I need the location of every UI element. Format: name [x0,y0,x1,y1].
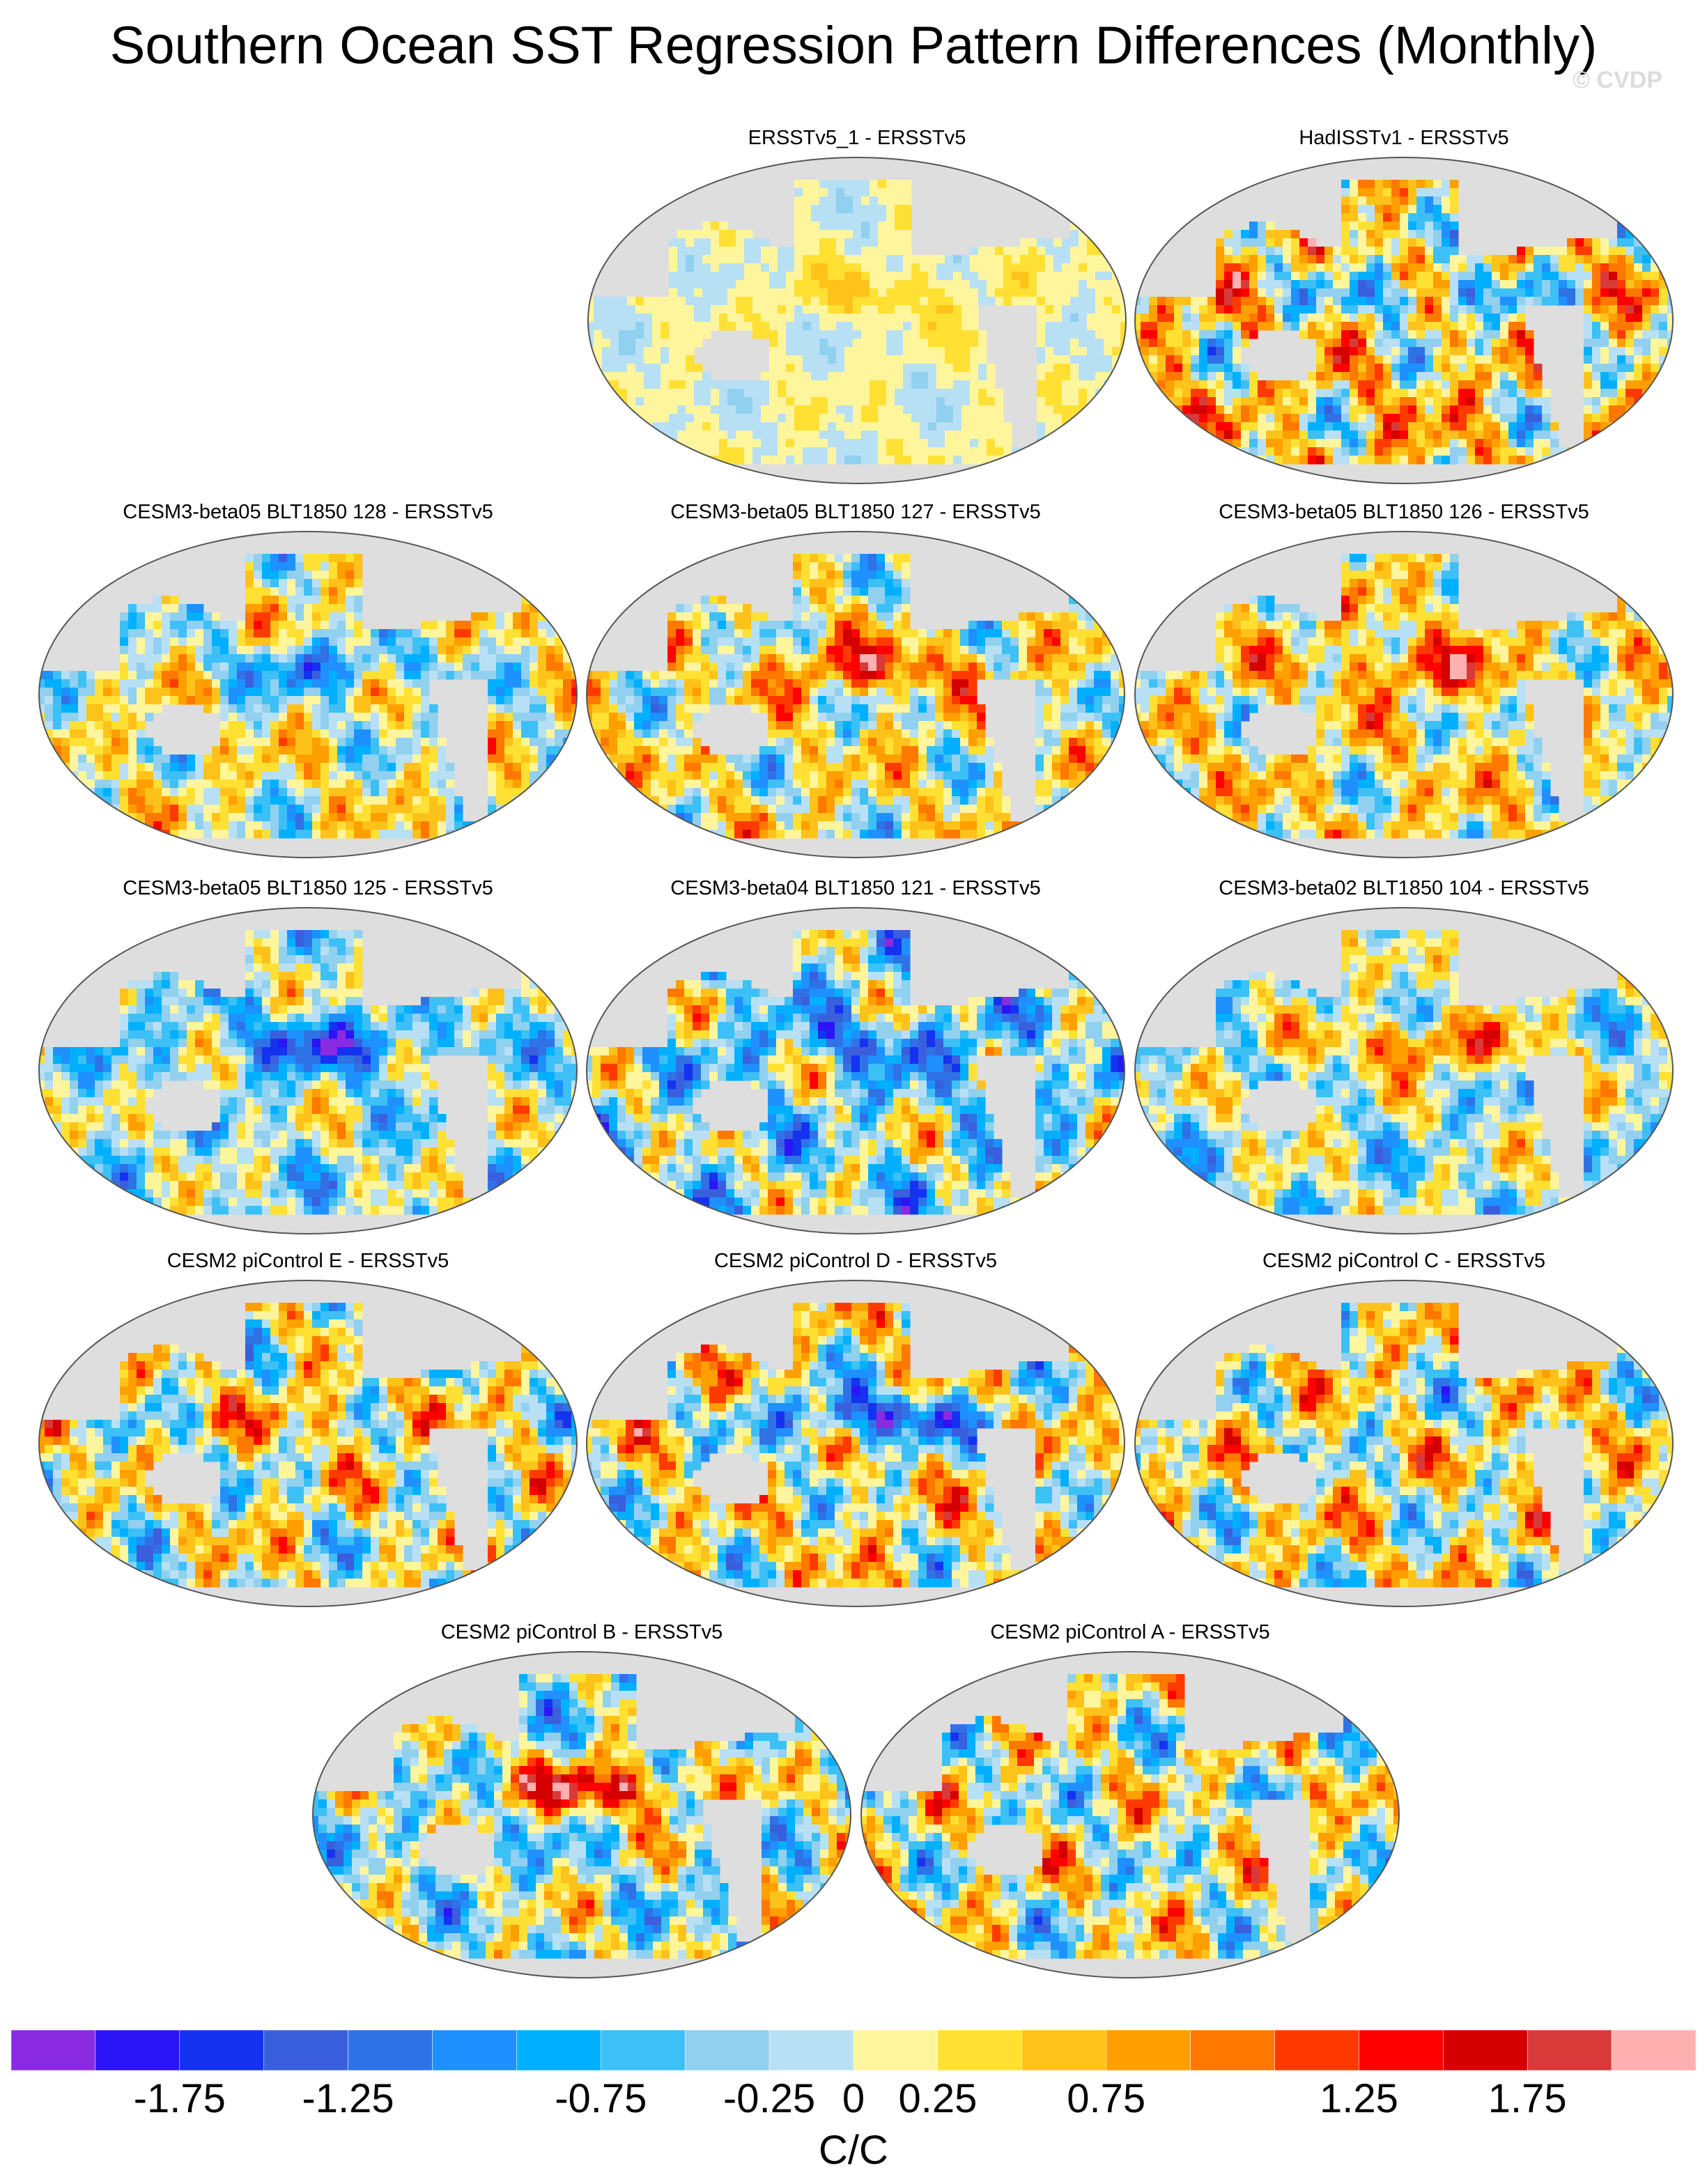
sst-difference-map [38,907,578,1234]
panel-title: CESM3-beta04 BLT1850 121 - ERSSTv5 [584,874,1127,902]
sst-difference-map [312,1651,851,1978]
map-outline [586,1280,1125,1607]
panel-title: CESM2 piControl E - ERSSTv5 [36,1247,580,1275]
colorbar-box [1106,2030,1191,2070]
sst-difference-map [587,157,1127,484]
sst-difference-map [586,1280,1125,1607]
figure-title: Southern Ocean SST Regression Pattern Di… [0,13,1707,79]
colorbar-tick-label: -1.25 [302,2075,394,2123]
panel-title: CESM3-beta05 BLT1850 128 - ERSSTv5 [36,498,580,526]
colorbar-tick-label: -1.75 [134,2075,226,2123]
colorbar-tick-label: 1.25 [1320,2075,1398,2123]
sst-difference-map [1134,531,1674,858]
colorbar-box [179,2030,264,2070]
colorbar-tick-label: 0.25 [898,2075,977,2123]
map-outline [586,531,1125,858]
colorbar-box [95,2030,180,2070]
colorbar-tick-label: 0 [842,2075,865,2123]
panel-title: CESM3-beta05 BLT1850 126 - ERSSTv5 [1132,498,1676,526]
sst-difference-map [860,1651,1400,1978]
map-outline [860,1651,1400,1978]
sst-difference-map [38,1280,578,1607]
map-panel: CESM3-beta05 BLT1850 127 - ERSSTv5 [584,498,1127,860]
map-outline [1134,531,1674,858]
map-panel: CESM3-beta05 BLT1850 125 - ERSSTv5 [36,874,580,1237]
colorbar-box [1443,2030,1528,2070]
map-outline [38,531,578,858]
panel-title: CESM3-beta05 BLT1850 127 - ERSSTv5 [584,498,1127,526]
colorbar-box [432,2030,517,2070]
sst-difference-map [1134,157,1674,484]
map-outline [312,1651,851,1978]
map-panel: ERSSTv5_1 - ERSSTv5 [585,124,1129,486]
colorbar-box [768,2030,854,2070]
map-outline [38,1280,578,1607]
colorbar [11,2030,1696,2070]
colorbar-box [601,2030,686,2070]
colorbar-box [1359,2030,1444,2070]
map-outline [1134,157,1674,484]
map-outline [586,907,1125,1234]
colorbar-box [516,2030,601,2070]
cvdp-watermark: © CVDP [1573,67,1662,94]
panel-title: HadISSTv1 - ERSSTv5 [1132,124,1676,152]
panel-title: CESM2 piControl B - ERSSTv5 [310,1618,854,1646]
panel-title: CESM2 piControl C - ERSSTv5 [1132,1247,1676,1275]
colorbar-units: C/C [0,2126,1707,2175]
colorbar-box [1611,2030,1696,2070]
map-panel: CESM3-beta04 BLT1850 121 - ERSSTv5 [584,874,1127,1237]
colorbar-box [937,2030,1023,2070]
map-panel: CESM2 piControl A - ERSSTv5 [858,1618,1402,1981]
colorbar-labels: -1.75 -1.25 -0.75 -0.25 0 0.25 0.75 1.25 1.75 [0,2075,1707,2123]
colorbar-tick-label: -0.75 [555,2075,647,2123]
sst-difference-map [38,531,578,858]
colorbar-tick-label: -0.25 [723,2075,815,2123]
panel-title: CESM3-beta05 BLT1850 125 - ERSSTv5 [36,874,580,902]
map-panel: CESM3-beta02 BLT1850 104 - ERSSTv5 [1132,874,1676,1237]
map-outline [1134,907,1674,1234]
colorbar-box [1274,2030,1359,2070]
map-outline [1134,1280,1674,1607]
panel-title: CESM3-beta02 BLT1850 104 - ERSSTv5 [1132,874,1676,902]
colorbar-box [1527,2030,1612,2070]
sst-difference-map [586,907,1125,1234]
colorbar-box [853,2030,939,2070]
map-panel: CESM2 piControl D - ERSSTv5 [584,1247,1127,1609]
map-panel: CESM2 piControl C - ERSSTv5 [1132,1247,1676,1609]
colorbar-tick-label: 0.75 [1067,2075,1145,2123]
map-panel: CESM3-beta05 BLT1850 128 - ERSSTv5 [36,498,580,860]
map-panel: CESM3-beta05 BLT1850 126 - ERSSTv5 [1132,498,1676,860]
sst-difference-map [1134,1280,1674,1607]
colorbar-box [348,2030,433,2070]
colorbar-box [263,2030,348,2070]
colorbar-box [1190,2030,1275,2070]
colorbar-tick-label: 1.75 [1488,2075,1567,2123]
sst-difference-map [1134,907,1674,1234]
map-panel: HadISSTv1 - ERSSTv5 [1132,124,1676,486]
map-outline [38,907,578,1234]
sst-difference-map [586,531,1125,858]
colorbar-box [11,2030,96,2070]
map-panel: CESM2 piControl B - ERSSTv5 [310,1618,854,1981]
colorbar-box [1021,2030,1106,2070]
panel-title: ERSSTv5_1 - ERSSTv5 [585,124,1129,152]
map-outline [587,157,1127,484]
panel-title: CESM2 piControl D - ERSSTv5 [584,1247,1127,1275]
panel-title: CESM2 piControl A - ERSSTv5 [858,1618,1402,1646]
colorbar-box [684,2030,770,2070]
map-panel: CESM2 piControl E - ERSSTv5 [36,1247,580,1609]
